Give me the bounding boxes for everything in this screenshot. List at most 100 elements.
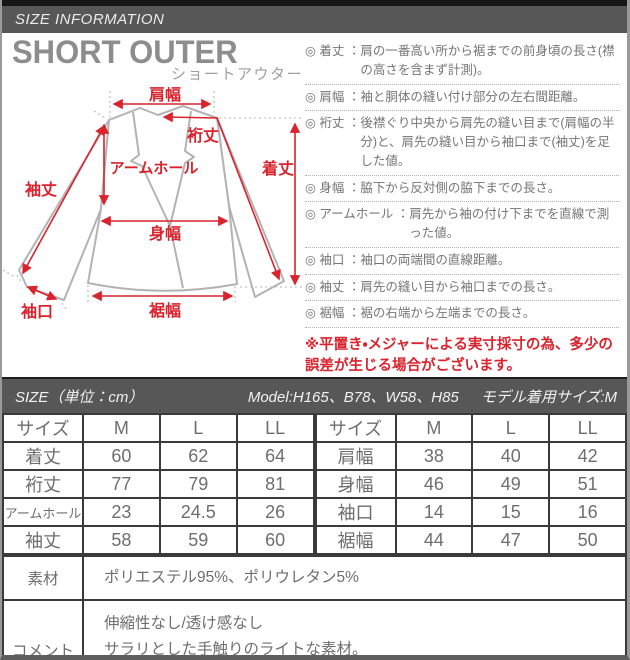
cell-value: 49 <box>471 469 551 500</box>
cell-value: LL <box>235 413 315 444</box>
title-block: SHORT OUTER ショートアウター <box>2 33 305 87</box>
definitions-column: ◎ 着丈 ： 肩の一番高い所から裾までの前身頃の長さ(襟の高さを含まず計測)。 ◎… <box>305 33 627 377</box>
cell-value: 81 <box>235 469 315 500</box>
measurement-disclaimer: ※平置き・メジャーによる実寸採寸の為、多少の誤差が生じる場合がございます。 <box>305 337 613 375</box>
cell-value: 26 <box>235 497 315 528</box>
row-label: 肩幅 <box>314 441 397 472</box>
cell-value: 77 <box>82 469 161 500</box>
cell-value: 23 <box>82 497 161 528</box>
row-label: サイズ <box>2 413 84 444</box>
definition-item: ◎ 袖口 ： 袖口の両端間の直線距離。 <box>305 248 619 275</box>
material-label: 素材 <box>2 555 84 602</box>
table-row: アームホール 23 24.5 26 <box>2 497 315 528</box>
definition-term: ◎ 身幅 ： <box>305 180 361 195</box>
measure-arrows <box>22 98 301 302</box>
label-sleeve-length: 袖丈 <box>24 180 57 199</box>
size-table-left: サイズ M L LL 着丈 60 62 64 裄丈 77 79 81 アームホール 23 24.5 26 袖丈 5… <box>2 413 315 556</box>
table-row: 肩幅 38 40 42 <box>314 441 627 472</box>
definition-description: 袖口の両端間の直線距離。 <box>360 252 511 267</box>
row-label: サイズ <box>314 413 397 444</box>
definition-term: ◎ 裄丈 ： <box>305 116 361 131</box>
main-section: SHORT OUTER ショートアウター <box>2 33 627 377</box>
row-label: 袖口 <box>314 497 397 528</box>
row-label: 袖丈 <box>2 525 84 556</box>
model-info-group: Model:H165、B78、W58、H85 モデル着用サイズ:M <box>248 386 617 407</box>
definition-item: ◎ 肩幅 ： 袖と胴体の縫い付け部分の左右間距離。 <box>305 85 619 112</box>
definition-term: ◎ 袖口 ： <box>305 252 361 267</box>
cell-value: LL <box>548 413 627 444</box>
table-row: 裾幅 44 47 50 <box>314 525 627 556</box>
cell-value: M <box>394 413 474 444</box>
page-subtitle: ショートアウター <box>170 66 303 83</box>
size-tables-row: サイズ M L LL 着丈 60 62 64 裄丈 77 79 81 アームホール 23 24.5 26 袖丈 5… <box>2 413 628 556</box>
comment-row: コメント 伸縮性なし/透け感なしサラリとした手触りのライトな素材。裏地付きなので… <box>2 599 627 659</box>
label-body-width: 身幅 <box>149 224 181 243</box>
label-armhole: アームホール <box>110 160 199 177</box>
table-row: 袖丈 58 59 60 <box>2 525 315 556</box>
model-wearing-size: モデル着用サイズ:M <box>480 388 617 406</box>
definition-term: ◎ 着丈 ： <box>305 44 361 58</box>
definition-term: ◎ アームホール ： <box>305 207 410 222</box>
definition-term: ◎ 肩幅 ： <box>305 89 361 104</box>
top-banner: SIZE INFORMATION <box>2 0 627 33</box>
comment-line: サラリとした手触りのライトな素材。 <box>104 641 368 659</box>
definition-item: ◎ 身幅 ： 脇下から反対側の脇下までの長さ。 <box>305 176 619 203</box>
label-body-length: 着丈 <box>262 159 294 178</box>
cell-value: 79 <box>158 469 238 500</box>
cell-value: 50 <box>548 525 627 556</box>
definition-description: 脇下から反対側の脇下までの長さ。 <box>360 180 561 195</box>
table-row: 袖口 14 15 16 <box>314 497 627 528</box>
table-row: サイズ M L LL <box>314 413 627 444</box>
page-title: SHORT OUTER <box>12 34 238 71</box>
definition-description: 肩の一番高い所から裾までの前身頃の長さ(襟の高さを含まず計測)。 <box>360 44 615 77</box>
comment-label: コメント <box>2 599 84 655</box>
cell-value: 38 <box>394 441 474 472</box>
definition-description: 裾の右端から左端までの長さ。 <box>360 306 536 321</box>
table-row: 身幅 46 49 51 <box>314 469 627 500</box>
cell-value: 51 <box>548 469 627 500</box>
cell-value: 14 <box>394 497 474 528</box>
row-label: 身幅 <box>314 469 397 500</box>
label-sleeve-reach: 裄丈 <box>186 127 219 145</box>
material-value: ポリエステル95%、ポリウレタン5% <box>82 555 627 602</box>
garment-diagram-svg: 肩幅 裄丈 着丈 アームホール 袖丈 身幅 袖口 裾幅 <box>2 85 303 321</box>
cell-value: 40 <box>471 441 551 472</box>
row-label: アームホール <box>2 497 84 528</box>
definition-item: ◎ アームホール ： 肩先から袖の付け下までを直線で測った値。 <box>305 202 619 248</box>
row-label: 着丈 <box>2 441 84 472</box>
definition-term: ◎ 裾幅 ： <box>305 306 361 321</box>
cell-value: 15 <box>471 497 551 528</box>
comment-line: 伸縮性なし/透け感なし <box>104 614 264 632</box>
definition-description: 肩先の縫い目から袖口までの長さ。 <box>360 279 561 294</box>
size-unit-bar: SIZE（単位：cm） Model:H165、B78、W58、H85 モデル着用… <box>2 377 627 414</box>
cell-value: L <box>471 413 551 444</box>
banner-title: SIZE INFORMATION <box>15 11 165 28</box>
definition-term: ◎ 袖丈 ： <box>305 279 361 294</box>
cell-value: 42 <box>548 441 627 472</box>
table-row: サイズ M L LL <box>2 413 315 444</box>
definitions-list: ◎ 着丈 ： 肩の一番高い所から裾までの前身頃の長さ(襟の高さを含まず計測)。 ◎… <box>305 39 619 328</box>
size-unit-label: SIZE（単位：cm） <box>15 388 144 406</box>
row-label: 裾幅 <box>314 525 397 556</box>
cell-value: M <box>82 413 161 444</box>
label-shoulder-width: 肩幅 <box>149 87 181 104</box>
garment-diagram: 肩幅 裄丈 着丈 アームホール 袖丈 身幅 袖口 裾幅 <box>2 85 305 331</box>
cell-value: 58 <box>82 525 161 556</box>
size-table-right-wrap: サイズ M L LL 肩幅 38 40 42 身幅 46 49 51 袖口 14 15 16 裾幅 44 47 50 <box>314 413 628 556</box>
material-row: 素材 ポリエステル95%、ポリウレタン5% <box>2 555 627 602</box>
size-table-left-wrap: サイズ M L LL 着丈 60 62 64 裄丈 77 79 81 アームホール 23 24.5 26 袖丈 5… <box>2 413 315 556</box>
definition-description: 肩先から袖の付け下までを直線で測った値。 <box>409 207 610 240</box>
definition-item: ◎ 着丈 ： 肩の一番高い所から裾までの前身頃の長さ(襟の高さを含まず計測)。 <box>305 39 619 85</box>
cell-value: 64 <box>235 441 315 472</box>
cell-value: 62 <box>158 441 238 472</box>
cell-value: 47 <box>471 525 551 556</box>
definition-description: 後襟ぐり中央から肩先の縫い目まで(肩幅の半分)と、肩先の縫い目から袖口まで(袖丈… <box>360 116 615 168</box>
definition-item: ◎ 裄丈 ： 後襟ぐり中央から肩先の縫い目まで(肩幅の半分)と、肩先の縫い目から… <box>305 111 619 176</box>
cell-value: L <box>158 413 238 444</box>
cell-value: 24.5 <box>158 497 238 528</box>
label-hem-width: 裾幅 <box>148 301 181 320</box>
cell-value: 60 <box>82 441 161 472</box>
comment-value: 伸縮性なし/透け感なしサラリとした手触りのライトな素材。裏地付きなので透ける心配… <box>82 599 627 659</box>
row-label: 裄丈 <box>2 469 84 500</box>
